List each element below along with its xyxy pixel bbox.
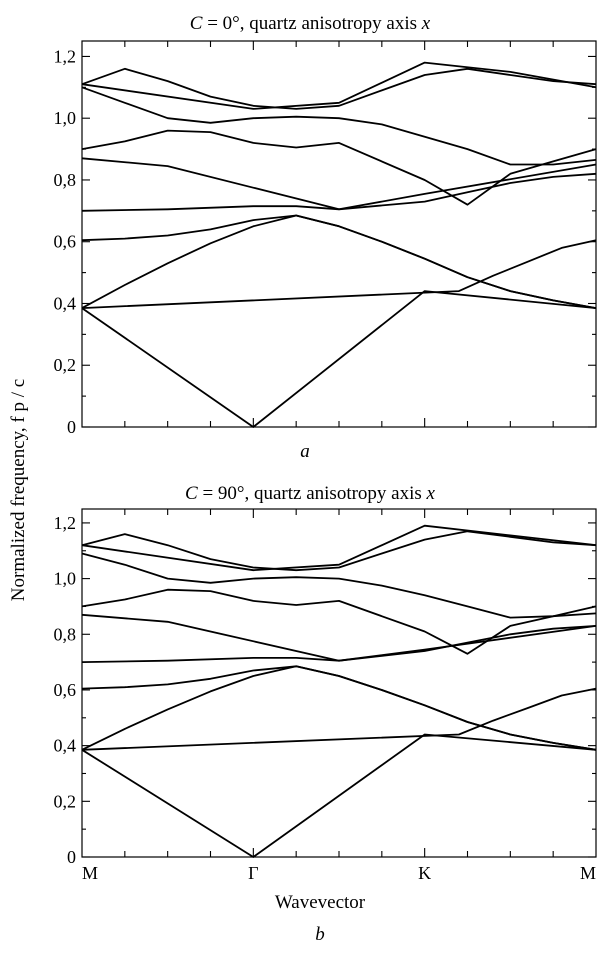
y-axis-title: Normalized frequency, f p / c bbox=[8, 379, 29, 601]
band-line-9 bbox=[81, 530, 597, 572]
band-line-8 bbox=[81, 552, 597, 619]
panel-a-ticks bbox=[82, 41, 596, 428]
y-tick-label: 0,2 bbox=[54, 355, 77, 375]
band-line-7 bbox=[81, 588, 597, 655]
x-tick-label: M bbox=[580, 863, 596, 883]
y-tick-label: 0,4 bbox=[54, 293, 77, 313]
band-line-1 bbox=[81, 733, 597, 858]
y-tick-label: 0,6 bbox=[54, 232, 77, 252]
band-line-2 bbox=[81, 214, 597, 309]
band-line-9 bbox=[81, 67, 597, 110]
band-line-5 bbox=[81, 172, 597, 212]
panel-a-label: a bbox=[300, 441, 310, 462]
band-line-1 bbox=[81, 290, 597, 428]
panel-a-frame bbox=[81, 40, 597, 428]
band-line-10 bbox=[81, 61, 597, 110]
panel-b-title: C = 90°, quartz anisotropy axis x bbox=[185, 483, 436, 504]
panel-b-frame bbox=[81, 508, 597, 858]
y-tick-label: 1,2 bbox=[54, 513, 77, 533]
x-tick-label: K bbox=[418, 863, 431, 883]
y-tick-label: 0,4 bbox=[54, 736, 77, 756]
band-line-3 bbox=[81, 214, 597, 309]
y-tick-label: 0,8 bbox=[54, 624, 77, 644]
band-line-8 bbox=[81, 86, 597, 166]
band-line-7 bbox=[81, 129, 597, 206]
panel-b-bands bbox=[81, 524, 597, 858]
y-tick-label: 0,2 bbox=[54, 791, 77, 811]
band-line-2 bbox=[81, 665, 597, 751]
band-line-5 bbox=[81, 625, 597, 663]
x-axis-title: Wavevector bbox=[275, 892, 366, 913]
panel-b-label: b bbox=[315, 924, 325, 945]
y-tick-label: 1,2 bbox=[54, 46, 77, 66]
y-tick-label: 0 bbox=[67, 847, 76, 867]
band-line-6 bbox=[81, 157, 597, 211]
panel-a-title: C = 0°, quartz anisotropy axis x bbox=[190, 13, 431, 34]
band-line-10 bbox=[81, 524, 597, 572]
panel-b-ticks bbox=[82, 509, 596, 858]
panel-b: C = 90°, quartz anisotropy axis x 0 0,2 0,… bbox=[54, 483, 597, 883]
y-tick-label: 1,0 bbox=[54, 108, 77, 128]
band-line-4 bbox=[81, 687, 597, 751]
y-tick-label: 0,8 bbox=[54, 170, 77, 190]
panel-a-bands bbox=[81, 61, 597, 428]
panel-a: C = 0°, quartz anisotropy axis x 0 0,2 0,4… bbox=[54, 13, 597, 462]
panel-a-y-tick-labels: 0 0,2 0,4 0,6 0,8 1,0 1,2 bbox=[54, 46, 77, 437]
x-tick-label: Γ bbox=[248, 863, 258, 883]
band-line-4 bbox=[81, 239, 597, 309]
band-line-6 bbox=[81, 613, 597, 662]
panel-b-y-tick-labels: 0 0,2 0,4 0,6 0,8 1,0 1,2 bbox=[54, 513, 77, 867]
y-tick-label: 0 bbox=[67, 417, 76, 437]
y-tick-label: 0,6 bbox=[54, 680, 77, 700]
band-line-3 bbox=[81, 665, 597, 751]
x-tick-label: M bbox=[82, 863, 98, 883]
y-tick-label: 1,0 bbox=[54, 569, 77, 589]
